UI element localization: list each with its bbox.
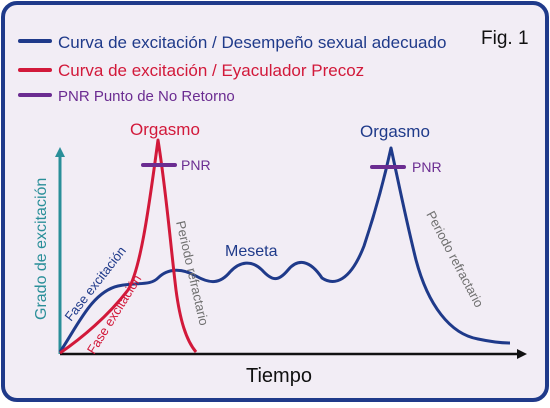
y-axis-label: Grado de excitación	[33, 178, 50, 320]
legend-label-red: Curva de excitación / Eyaculador Precoz	[58, 61, 364, 80]
legend-label-blue: Curva de excitación / Desempeño sexual a…	[58, 33, 446, 52]
legend: Curva de excitación / Desempeño sexual a…	[18, 33, 446, 105]
legend-label-purple: PNR Punto de No Retorno	[58, 88, 235, 105]
pnr-label-early: PNR	[181, 157, 211, 173]
x-axis-label: Tiempo	[246, 365, 312, 387]
curve-normal	[58, 146, 511, 353]
curve-premature	[59, 138, 198, 355]
figure-label: Fig. 1	[481, 28, 529, 49]
orgasm-label-early: Orgasmo	[130, 120, 200, 139]
plateau-label: Meseta	[225, 243, 278, 260]
figure-background	[1, 1, 549, 402]
orgasm-label-normal: Orgasmo	[360, 122, 430, 141]
pnr-label-normal: PNR	[412, 159, 442, 175]
